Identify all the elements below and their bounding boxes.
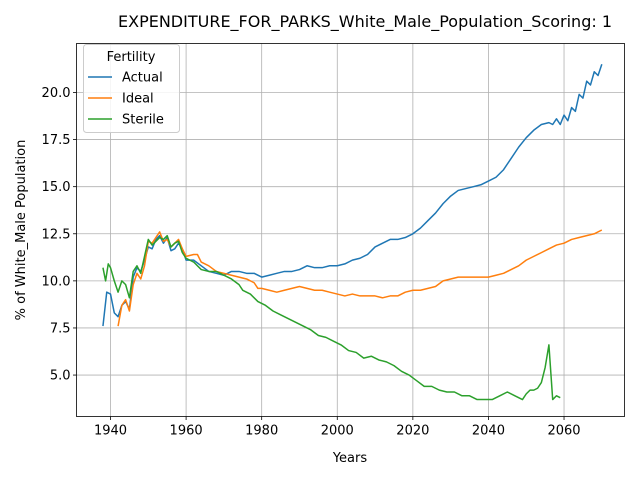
x-tick-label: 2060 — [547, 424, 580, 439]
legend-box — [83, 44, 180, 133]
y-tick-label: 15.0 — [42, 180, 71, 195]
series-line-ideal — [117, 229, 603, 327]
y-tick-label: 12.5 — [42, 227, 71, 242]
x-tick-label: 1960 — [170, 424, 203, 439]
axis-ticks: 1940 1960 1980 2000 2020 2040 2060 5.0 7.5 10.0 12… — [42, 86, 581, 439]
x-tick-label: 2040 — [472, 424, 505, 439]
y-tick-label: 10.0 — [42, 274, 71, 289]
plot-frame — [76, 43, 625, 417]
x-tick-label: 2000 — [321, 424, 354, 439]
y-tick-label: 7.5 — [50, 321, 71, 336]
y-axis-title: % of White_Male Population — [14, 140, 29, 321]
x-tick-label: 1940 — [94, 424, 127, 439]
y-tick-label: 17.5 — [42, 133, 71, 148]
legend-label-sterile: Sterile — [122, 113, 164, 128]
x-tick-label: 2020 — [396, 424, 429, 439]
series-lines — [102, 63, 603, 401]
legend-label-ideal: Ideal — [122, 92, 154, 107]
x-axis-title: Years — [332, 451, 368, 466]
y-tick-label: 20.0 — [42, 86, 71, 101]
grid-lines — [76, 43, 625, 417]
x-tick-label: 1980 — [245, 424, 278, 439]
legend: Fertility Actual Ideal Sterile — [83, 44, 180, 133]
series-line-actual — [102, 63, 603, 327]
legend-label-actual: Actual — [122, 71, 163, 86]
legend-title: Fertility — [107, 50, 156, 65]
y-tick-label: 5.0 — [50, 369, 71, 384]
series-line-sterile — [102, 234, 561, 401]
chart-title: EXPENDITURE_FOR_PARKS_White_Male_Populat… — [118, 12, 612, 32]
